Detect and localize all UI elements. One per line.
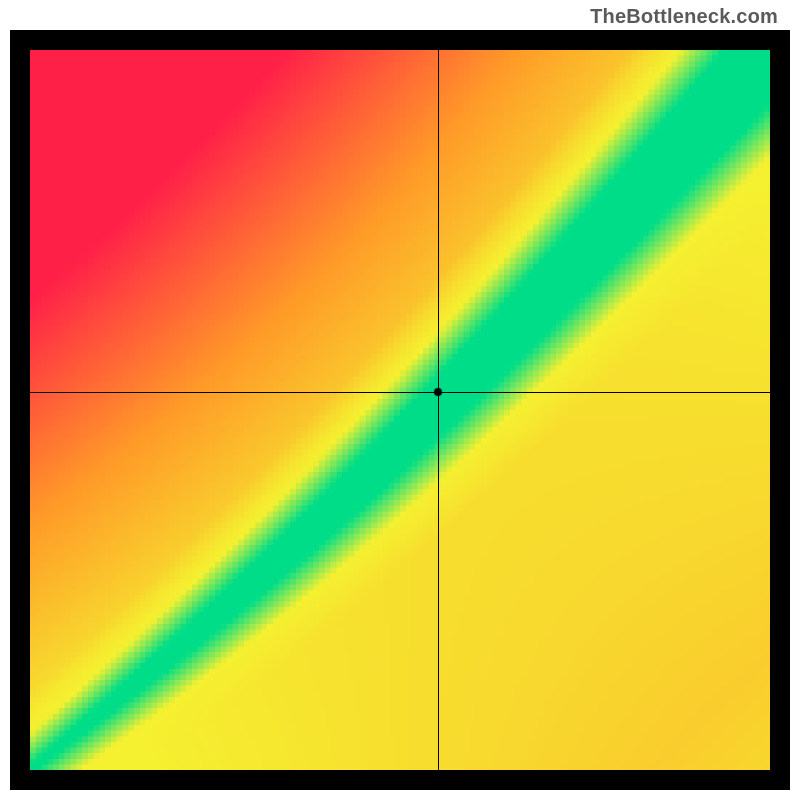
bottleneck-heatmap bbox=[30, 50, 770, 770]
plot-frame bbox=[10, 30, 790, 790]
root: TheBottleneck.com bbox=[0, 0, 800, 800]
crosshair-dot bbox=[432, 386, 444, 398]
attribution-text: TheBottleneck.com bbox=[590, 6, 778, 29]
